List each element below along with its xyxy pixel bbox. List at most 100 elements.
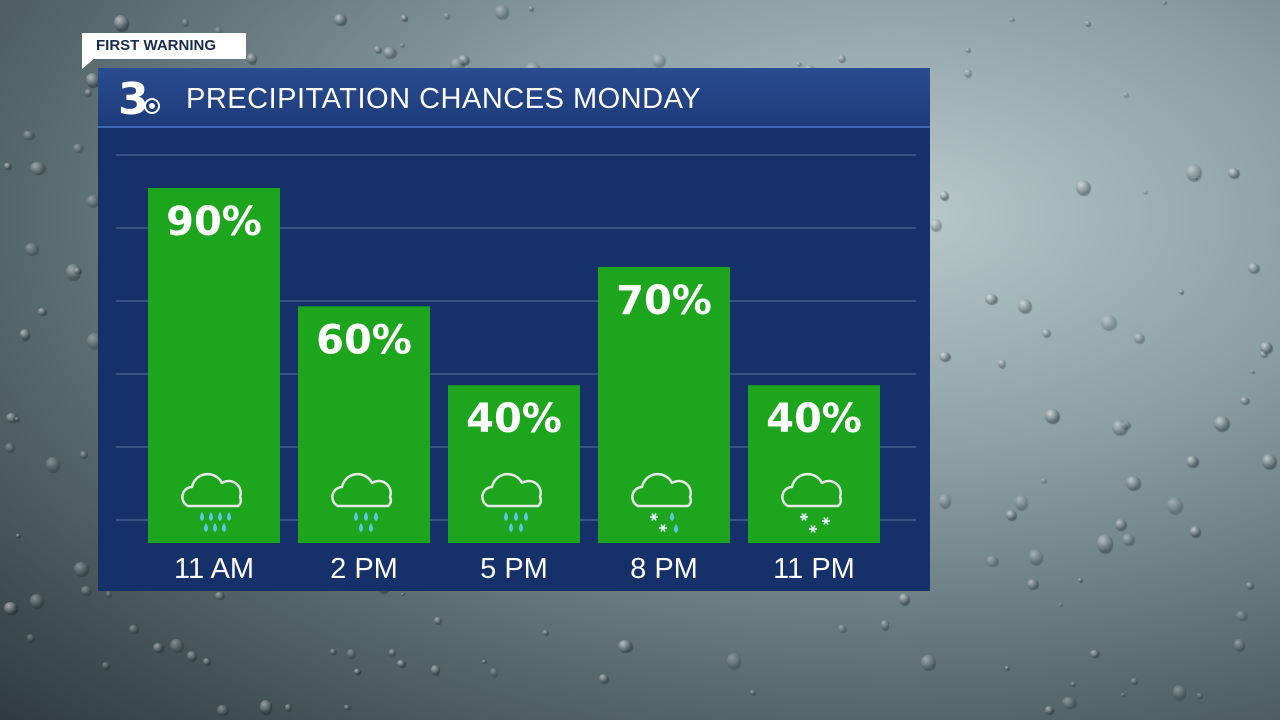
raindrop [1009, 17, 1014, 22]
raindrop [29, 162, 45, 175]
raindrop [84, 89, 91, 96]
raindrop [4, 443, 14, 453]
raindrop [795, 61, 801, 66]
raindrop [24, 243, 39, 256]
raindrop [114, 14, 128, 31]
raindrop [939, 190, 948, 200]
raindrop [617, 639, 633, 653]
raindrop [443, 13, 449, 19]
tick-label: 11 AM [174, 553, 254, 585]
raindrop [153, 642, 163, 653]
raindrop [1260, 341, 1273, 353]
raindrop [16, 533, 21, 538]
raindrop [1186, 455, 1198, 467]
raindrop [1194, 176, 1198, 180]
raindrop [65, 263, 80, 280]
raindrop [1246, 582, 1254, 590]
raindrop [247, 53, 257, 64]
cloud-shape [781, 472, 843, 508]
tick-label: 8 PM [630, 553, 698, 585]
raindrop [1004, 666, 1010, 671]
raindrop [14, 416, 19, 421]
station-logo-icon: 3 [118, 74, 160, 120]
raindrop [129, 624, 139, 634]
raindrop [1045, 409, 1059, 423]
raindrop [1112, 420, 1128, 436]
bar [598, 266, 730, 543]
rain-drop [222, 523, 226, 532]
raindrop [1101, 315, 1116, 330]
raindrop [74, 267, 81, 274]
rain-drop [213, 523, 217, 532]
raindrop [181, 18, 188, 26]
raindrop [984, 293, 998, 304]
rain-drop [200, 512, 204, 521]
raindrop [430, 665, 440, 675]
raindrop [1114, 518, 1127, 531]
raindrop [343, 704, 350, 710]
cloud-shape [181, 472, 243, 508]
flake-stroke [801, 513, 807, 521]
raindrop [1014, 495, 1028, 511]
rain-cloud-icon [331, 472, 393, 532]
raindrop [86, 194, 99, 208]
snowflake [809, 525, 817, 533]
rain-drop [369, 523, 373, 532]
flake-stroke [651, 513, 657, 521]
rain-drop [674, 524, 678, 533]
first-warning-tag: FIRST WARNING [82, 33, 246, 59]
bar-chart: 90% 11 AM 60% 2 PM 40% 5 PM 70% 8 PM 40% 11 PM [116, 154, 916, 585]
raindrop [1090, 650, 1099, 657]
rain-cloud-icon [181, 472, 243, 532]
raindrop [1122, 533, 1134, 545]
raindrop [1213, 415, 1229, 431]
raindrop [1142, 189, 1148, 195]
raindrop [1162, 0, 1166, 4]
raindrop [217, 704, 229, 716]
data-label: 60% [316, 317, 412, 363]
raindrop [1075, 180, 1090, 196]
raindrop [542, 629, 549, 636]
raindrop [399, 43, 405, 48]
rain-drop [504, 512, 508, 521]
rain-drop [354, 512, 358, 521]
raindrop [750, 689, 755, 696]
logo-glyph: 3 [118, 74, 149, 120]
raindrop [1186, 163, 1202, 182]
raindrop [1262, 454, 1277, 470]
raindrop [259, 700, 272, 714]
rain-drop [509, 523, 513, 532]
raindrop [4, 162, 11, 170]
raindrop [1259, 350, 1268, 358]
raindrop [203, 657, 211, 665]
raindrop [101, 662, 109, 670]
rain-drop [514, 512, 518, 521]
raindrop [652, 54, 665, 68]
raindrop [347, 649, 355, 659]
bar [148, 188, 280, 543]
raindrop [80, 450, 87, 459]
raindrop [6, 412, 18, 423]
raindrop [23, 130, 34, 140]
raindrop [19, 328, 30, 341]
raindrop [1125, 476, 1141, 490]
raindrop [1044, 705, 1054, 715]
rain-snow-cloud-icon [631, 472, 693, 533]
rain-drop [204, 523, 208, 532]
raindrop [1062, 696, 1077, 709]
rain-drop [519, 523, 523, 532]
raindrop [389, 648, 396, 656]
raindrop [397, 659, 405, 667]
raindrop [1240, 396, 1249, 404]
raindrop [1236, 611, 1247, 621]
raindrop [938, 351, 951, 362]
bar-group: 70% 8 PM [598, 266, 730, 585]
raindrop [1130, 677, 1137, 685]
raindrop [1250, 370, 1254, 374]
raindrop [401, 592, 405, 596]
raindrop [1085, 20, 1090, 26]
raindrop [1041, 478, 1047, 483]
chart-panel: 3 PRECIPITATION CHANCES MONDAY 90% 11 AM 6… [98, 68, 930, 591]
cloud-shape [481, 472, 543, 508]
raindrop [374, 46, 381, 53]
